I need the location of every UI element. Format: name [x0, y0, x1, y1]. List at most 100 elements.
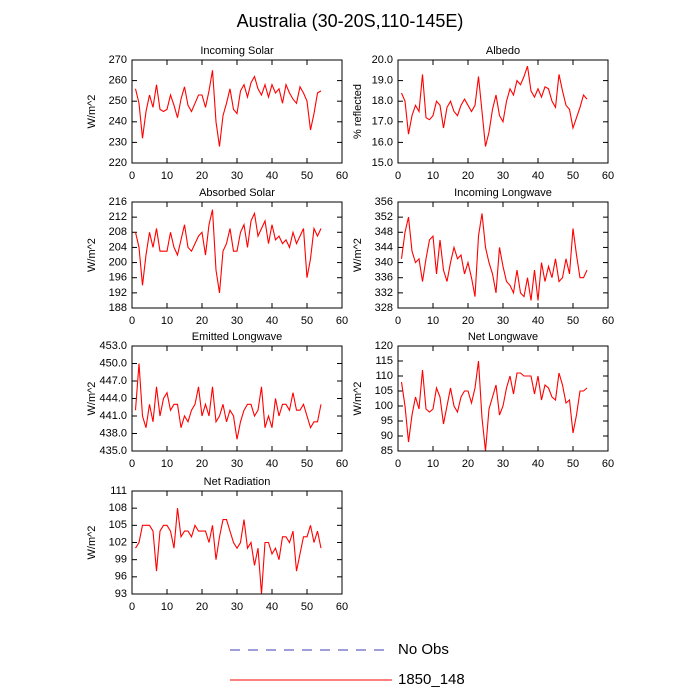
y-tick-label: 19.0 [372, 75, 393, 87]
y-tick-label: 336 [375, 272, 393, 284]
x-tick-label: 60 [336, 458, 348, 470]
x-tick-label: 50 [567, 458, 579, 470]
y-tick-label: 240 [109, 116, 127, 128]
y-tick-label: 110 [375, 370, 393, 382]
plot-frame [397, 201, 609, 309]
y-axis-label: W/m^2 [86, 382, 98, 416]
y-axis-label: W/m^2 [86, 238, 98, 272]
y-tick-label: 344 [375, 241, 393, 253]
x-tick-label: 0 [395, 170, 401, 182]
y-tick-label: 102 [109, 536, 127, 548]
x-tick-label: 10 [427, 315, 439, 327]
x-tick-label: 20 [462, 458, 474, 470]
y-tick-label: 208 [109, 226, 127, 238]
x-tick-label: 60 [336, 601, 348, 613]
y-tick-label: 108 [109, 502, 127, 514]
x-tick-label: 30 [231, 458, 243, 470]
plot-frame [397, 345, 609, 452]
y-axis-label: W/m^2 [352, 238, 364, 272]
y-axis-label: W/m^2 [86, 95, 98, 129]
y-tick-label: 90 [381, 430, 393, 442]
y-tick-label: 444.0 [99, 392, 127, 404]
y-tick-label: 96 [115, 571, 127, 583]
data-line [134, 70, 322, 147]
y-tick-label: 93 [115, 588, 127, 600]
y-tick-label: 95 [381, 415, 393, 427]
x-tick-label: 0 [395, 315, 401, 327]
x-tick-label: 30 [231, 170, 243, 182]
y-tick-label: 105 [109, 519, 127, 531]
y-tick-label: 15.0 [372, 157, 393, 169]
y-tick-label: 447.0 [99, 375, 127, 387]
y-tick-label: 16.0 [372, 136, 393, 148]
y-tick-label: 453.0 [99, 340, 127, 352]
y-tick-label: 260 [109, 75, 127, 87]
y-tick-label: 438.0 [99, 427, 127, 439]
panel-title: Absorbed Solar [199, 187, 275, 199]
y-axis-label: W/m^2 [86, 526, 98, 560]
y-tick-label: 17.0 [372, 116, 393, 128]
data-line [400, 360, 588, 452]
x-tick-label: 40 [532, 458, 544, 470]
plot-frame [131, 345, 343, 452]
y-tick-label: 188 [109, 302, 127, 314]
x-tick-label: 10 [161, 315, 173, 327]
y-tick-label: 212 [109, 211, 127, 223]
panel-title: Net Radiation [204, 476, 271, 488]
x-tick-label: 0 [129, 170, 135, 182]
x-tick-label: 10 [427, 458, 439, 470]
y-tick-label: 100 [375, 400, 393, 412]
x-tick-label: 30 [231, 601, 243, 613]
y-tick-label: 192 [109, 287, 127, 299]
x-tick-label: 20 [462, 170, 474, 182]
x-tick-label: 20 [196, 315, 208, 327]
plot-frame [131, 201, 343, 309]
x-tick-label: 20 [462, 315, 474, 327]
x-tick-label: 40 [266, 315, 278, 327]
plot-frame [397, 59, 609, 164]
x-tick-label: 50 [301, 170, 313, 182]
data-line [134, 209, 322, 293]
y-tick-label: 441.0 [99, 410, 127, 422]
data-line [400, 66, 588, 147]
x-tick-label: 40 [266, 170, 278, 182]
x-tick-label: 40 [266, 458, 278, 470]
y-axis-label: W/m^2 [352, 382, 364, 416]
x-tick-label: 60 [336, 170, 348, 182]
x-tick-label: 20 [196, 601, 208, 613]
x-tick-label: 10 [161, 458, 173, 470]
x-tick-label: 60 [602, 170, 614, 182]
x-tick-label: 40 [266, 601, 278, 613]
y-tick-label: 18.0 [372, 95, 393, 107]
y-tick-label: 250 [109, 95, 127, 107]
x-tick-label: 0 [129, 315, 135, 327]
x-tick-label: 60 [602, 315, 614, 327]
x-tick-label: 0 [129, 601, 135, 613]
x-tick-label: 30 [497, 170, 509, 182]
x-tick-label: 30 [231, 315, 243, 327]
plot-frame [131, 59, 343, 164]
panel-title: Incoming Longwave [454, 187, 552, 199]
x-tick-label: 0 [395, 458, 401, 470]
legend-label: No Obs [398, 641, 449, 658]
y-tick-label: 220 [109, 157, 127, 169]
panel-title: Incoming Solar [200, 45, 274, 57]
y-tick-label: 340 [375, 256, 393, 268]
x-tick-label: 40 [532, 170, 544, 182]
x-tick-label: 20 [196, 458, 208, 470]
y-tick-label: 85 [381, 445, 393, 457]
y-tick-label: 111 [110, 485, 127, 497]
x-tick-label: 50 [301, 315, 313, 327]
x-tick-label: 30 [497, 458, 509, 470]
y-tick-label: 105 [375, 385, 393, 397]
y-tick-label: 328 [375, 302, 393, 314]
legend-label: 1850_148 [398, 671, 465, 688]
figure-title: Australia (30-20S,110-145E) [237, 11, 464, 31]
data-line [135, 508, 322, 595]
y-tick-label: 352 [375, 211, 393, 223]
x-tick-label: 50 [301, 601, 313, 613]
data-line [400, 213, 588, 301]
x-tick-label: 10 [161, 170, 173, 182]
